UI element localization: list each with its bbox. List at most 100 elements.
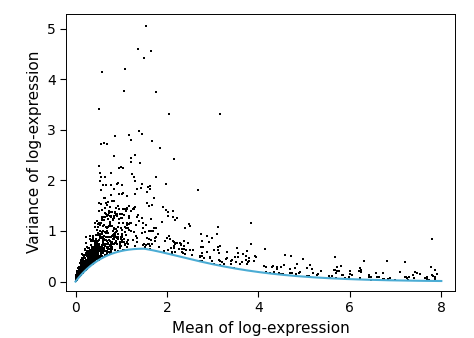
Point — [78, 267, 86, 272]
Point — [119, 239, 127, 244]
Point — [119, 247, 127, 253]
Point — [81, 266, 88, 271]
Point — [116, 212, 123, 217]
Point — [118, 239, 125, 245]
Point — [75, 264, 83, 269]
Point — [88, 262, 95, 267]
Point — [181, 251, 189, 256]
Point — [98, 142, 105, 147]
Point — [91, 221, 99, 226]
Point — [72, 275, 80, 280]
Point — [90, 238, 97, 243]
Point — [75, 267, 83, 273]
Point — [332, 276, 340, 281]
Point — [410, 275, 418, 281]
Point — [72, 276, 80, 281]
Point — [90, 234, 97, 239]
Point — [137, 161, 144, 166]
Point — [140, 220, 147, 225]
Point — [89, 244, 96, 250]
Point — [79, 256, 86, 261]
Point — [113, 235, 121, 240]
Point — [97, 175, 105, 180]
Point — [178, 250, 186, 255]
Point — [173, 240, 181, 246]
Point — [72, 276, 80, 281]
Point — [77, 265, 84, 271]
Point — [91, 250, 99, 256]
Point — [95, 220, 102, 226]
Point — [339, 272, 346, 277]
Point — [96, 170, 103, 176]
Point — [150, 225, 157, 231]
Point — [127, 228, 135, 234]
Point — [77, 263, 84, 268]
Point — [103, 239, 111, 244]
Point — [86, 263, 94, 268]
Point — [428, 236, 436, 241]
Point — [137, 186, 144, 191]
Point — [82, 263, 90, 268]
Point — [73, 276, 81, 282]
Point — [86, 258, 94, 263]
Point — [118, 227, 126, 233]
Point — [75, 268, 83, 273]
Point — [77, 271, 85, 276]
Point — [72, 277, 80, 283]
Point — [120, 237, 128, 242]
Point — [198, 253, 206, 259]
Point — [93, 241, 101, 246]
Point — [93, 249, 100, 255]
Point — [98, 216, 106, 222]
Point — [162, 181, 169, 187]
Point — [99, 207, 106, 213]
Point — [88, 256, 96, 261]
Point — [76, 269, 84, 274]
Point — [215, 251, 222, 256]
Point — [88, 261, 95, 266]
Point — [121, 67, 128, 72]
Point — [88, 247, 96, 252]
Point — [228, 257, 236, 263]
Point — [84, 258, 92, 263]
Point — [82, 261, 90, 266]
Point — [107, 243, 114, 248]
Point — [110, 225, 118, 231]
Point — [199, 244, 207, 249]
Point — [86, 257, 94, 262]
Point — [94, 257, 102, 262]
Point — [143, 23, 150, 29]
Point — [84, 260, 92, 265]
Point — [373, 274, 381, 280]
Point — [243, 262, 251, 267]
Point — [231, 255, 238, 260]
Point — [108, 210, 115, 215]
Point — [227, 258, 235, 264]
Point — [97, 250, 105, 256]
Point — [181, 226, 188, 231]
Point — [91, 257, 99, 262]
Point — [76, 268, 83, 274]
Point — [175, 247, 183, 252]
Point — [84, 262, 92, 268]
Point — [73, 276, 80, 282]
Point — [147, 216, 155, 221]
Point — [185, 221, 192, 226]
Point — [381, 276, 388, 282]
Point — [141, 244, 149, 249]
Point — [76, 272, 84, 277]
Point — [79, 268, 87, 273]
Point — [92, 255, 100, 261]
Point — [124, 225, 132, 230]
Point — [169, 238, 177, 244]
Point — [73, 275, 81, 281]
Point — [303, 265, 311, 271]
Point — [100, 239, 107, 244]
Point — [108, 209, 116, 215]
Point — [87, 261, 94, 267]
Point — [93, 244, 101, 250]
Point — [97, 250, 104, 256]
Point — [101, 252, 109, 257]
Point — [154, 232, 162, 237]
Point — [111, 210, 119, 215]
